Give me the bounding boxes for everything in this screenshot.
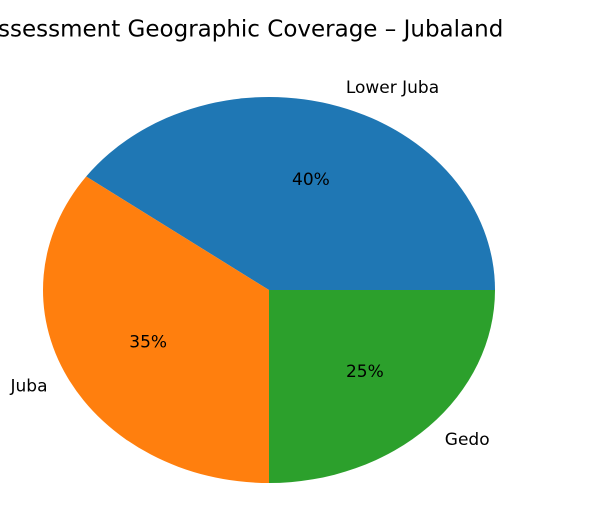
value-label: 25% bbox=[346, 362, 384, 382]
pie-slice bbox=[42, 176, 269, 484]
pie-slice bbox=[86, 97, 495, 291]
slice-label: Lower Juba bbox=[346, 78, 439, 98]
value-label: 40% bbox=[292, 170, 330, 190]
slice-label: Gedo bbox=[445, 430, 490, 450]
value-label: 35% bbox=[129, 333, 167, 353]
chart-title: ssessment Geographic Coverage – Jubaland bbox=[0, 17, 503, 43]
pie-slice bbox=[269, 290, 495, 483]
slice-label: Juba bbox=[9, 376, 47, 396]
